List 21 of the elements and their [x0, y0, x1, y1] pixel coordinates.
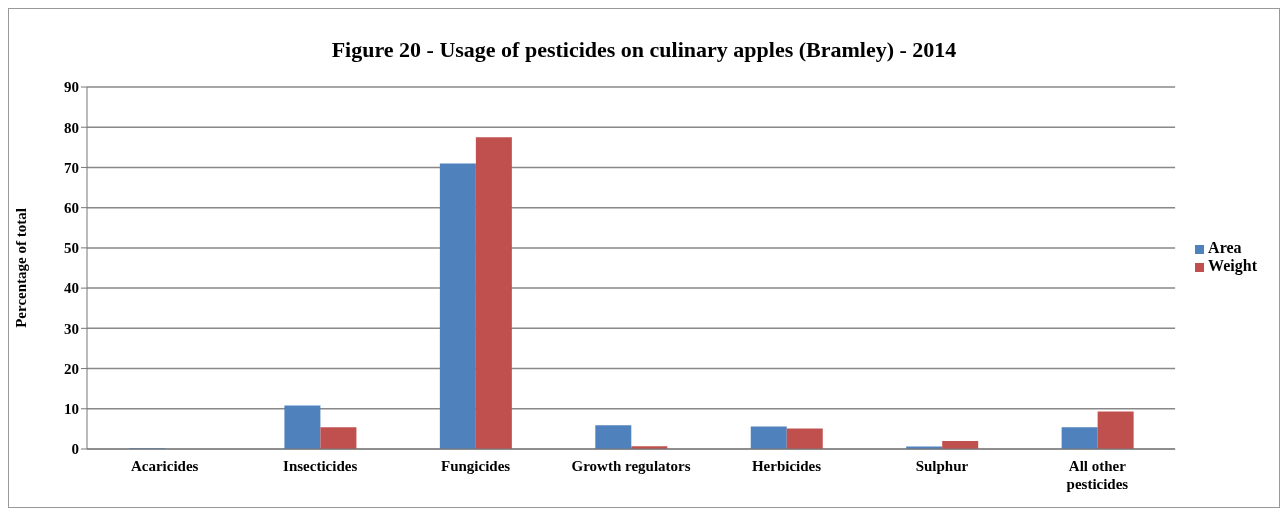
y-tick-label: 40: [64, 280, 79, 297]
x-tick-label: Insecticides: [283, 458, 358, 474]
y-tick-label: 30: [64, 320, 79, 337]
x-tick-label: Fungicides: [441, 458, 511, 474]
x-tick-label: Herbicides: [751, 458, 822, 474]
y-tick-label: 80: [64, 119, 79, 136]
y-tick-label: 50: [64, 240, 79, 257]
y-tick-label: 0: [71, 441, 79, 458]
legend-label: Area: [1208, 239, 1242, 256]
legend-label: Weight: [1208, 257, 1257, 274]
x-tick-label: All other pesticides: [1066, 458, 1129, 492]
chart-title: Figure 20 - Usage of pesticides on culinary apples (Bramley) - 2014: [330, 37, 958, 63]
x-tick-label: Growth regulators: [571, 458, 691, 474]
x-tick-label: Acaricides: [130, 458, 199, 474]
y-tick-label: 10: [64, 401, 79, 418]
y-tick-label: 60: [64, 199, 79, 216]
x-tick-label: Sulphur: [915, 458, 969, 474]
y-axis-title: Percentage of total: [13, 208, 30, 328]
y-tick-label: 90: [64, 79, 79, 96]
y-tick-label: 70: [64, 159, 79, 176]
y-tick-label: 20: [64, 360, 79, 377]
